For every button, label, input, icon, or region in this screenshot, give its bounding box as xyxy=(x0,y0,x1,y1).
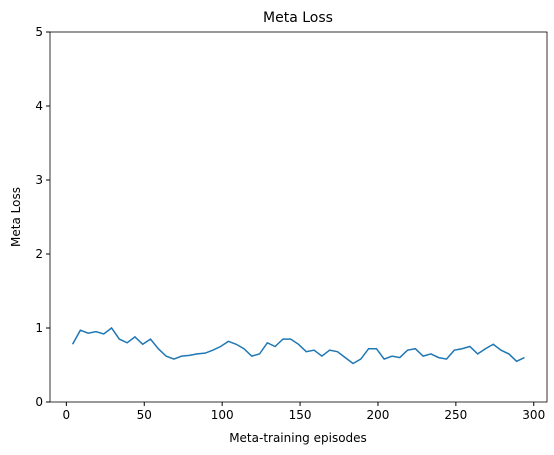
x-axis-label: Meta-training episodes xyxy=(229,431,367,445)
x-tick-label: 50 xyxy=(137,408,152,422)
x-tick-label: 100 xyxy=(211,408,234,422)
x-tick-label: 250 xyxy=(444,408,467,422)
y-tick-label: 5 xyxy=(35,25,43,39)
line xyxy=(71,326,525,365)
plot-frame xyxy=(49,31,548,403)
y-tick-label: 1 xyxy=(35,321,43,335)
y-tick-label: 3 xyxy=(35,173,43,187)
x-tick-label: 150 xyxy=(289,408,312,422)
y-tick-label: 4 xyxy=(35,99,43,113)
y-tick-label: 0 xyxy=(35,395,43,409)
x-tick-label: 200 xyxy=(367,408,390,422)
chart-title: Meta Loss xyxy=(263,10,333,26)
x-tick-label: 0 xyxy=(63,408,71,422)
y-tick-label: 2 xyxy=(35,247,43,261)
x-tick-label: 300 xyxy=(522,408,545,422)
y-axis-label: Meta Loss xyxy=(9,187,23,247)
